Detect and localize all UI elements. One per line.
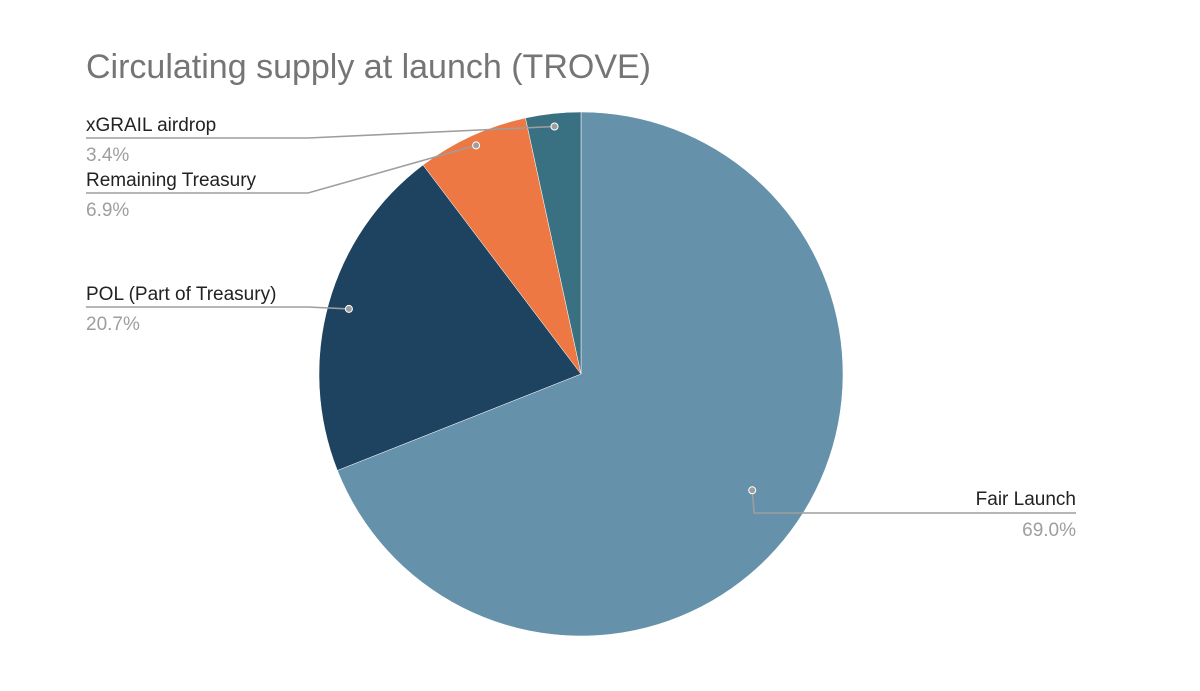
slice-value-pol-part-of-treasury: 20.7% bbox=[86, 314, 140, 335]
leader-line-pol-part-of-treasury bbox=[86, 306, 349, 310]
pie-slices bbox=[318, 111, 844, 637]
slice-value-xgrail-airdrop: 3.4% bbox=[86, 145, 129, 166]
pie-slice-xgrail-airdrop bbox=[525, 111, 582, 375]
leader-line-remaining-treasury bbox=[86, 144, 477, 194]
pie-labels: Fair Launch 69.0% POL (Part of Treasury) 20… bbox=[86, 115, 1076, 541]
slice-label-pol-part-of-treasury: POL (Part of Treasury) bbox=[86, 284, 276, 305]
pie-slice-pol-part-of-treasury bbox=[318, 164, 582, 471]
pie-slice-fair-launch bbox=[337, 111, 844, 637]
slice-label-xgrail-airdrop: xGRAIL airdrop bbox=[86, 115, 216, 136]
leader-line-xgrail-airdrop bbox=[86, 125, 555, 139]
leader-dot-remaining-treasury bbox=[472, 141, 481, 150]
leader-dot-pol-part-of-treasury bbox=[344, 304, 353, 313]
slice-value-remaining-treasury: 6.9% bbox=[86, 200, 129, 221]
leader-dot-xgrail-airdrop bbox=[550, 122, 559, 131]
slice-label-remaining-treasury: Remaining Treasury bbox=[86, 170, 257, 191]
pie-leader-lines bbox=[86, 122, 1076, 514]
slice-label-fair-launch: Fair Launch bbox=[976, 489, 1076, 510]
chart-title: Circulating supply at launch (TROVE) bbox=[86, 48, 652, 86]
leader-line-fair-launch bbox=[751, 490, 1076, 514]
pie-slice-remaining-treasury bbox=[422, 117, 582, 375]
leader-dot-fair-launch bbox=[748, 486, 757, 495]
slice-value-fair-launch: 69.0% bbox=[1022, 520, 1076, 541]
